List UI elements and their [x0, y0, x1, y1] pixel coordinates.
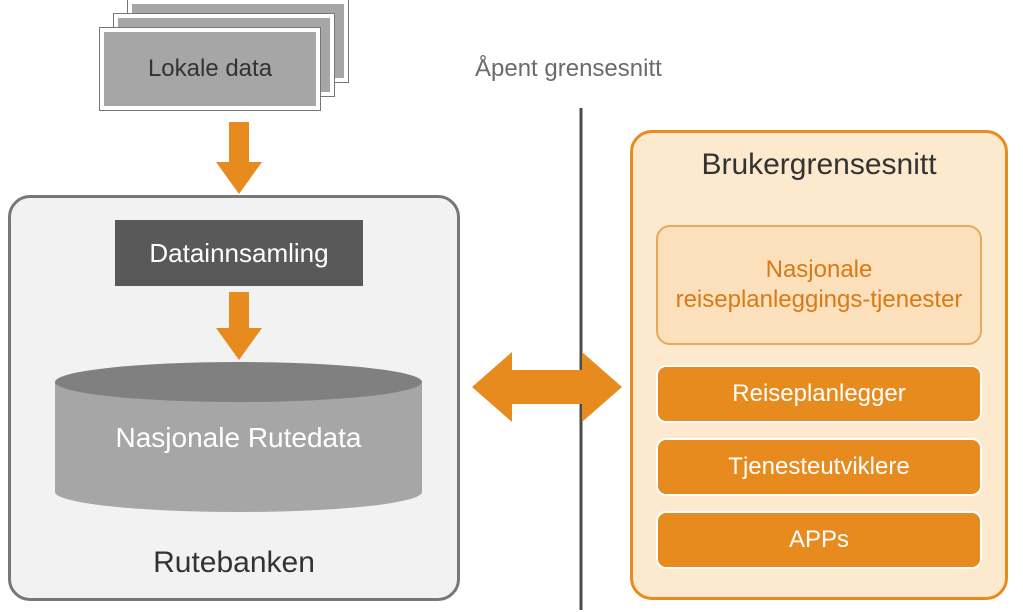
nasjonale-planning-label: Nasjonale reiseplanleggings-tjenester: [666, 255, 972, 315]
orange-item-tjenesteutviklere: Tjenesteutviklere: [656, 438, 982, 496]
lokale-data-label: Lokale data: [148, 55, 272, 83]
nasjonale-rutedata-label: Nasjonale Rutedata: [55, 422, 422, 454]
orange-item-apps: APPs: [656, 511, 982, 569]
brukergrensesnitt-label: Brukergrensesnitt: [630, 148, 1008, 182]
nasjonale-planning-card: Nasjonale reiseplanleggings-tjenester: [656, 225, 982, 345]
lokale-data-card-front: Lokale data: [100, 28, 320, 110]
lokale-data-stack: Lokale data: [100, 0, 360, 130]
double-arrow-icon: [472, 352, 622, 422]
orange-item-label: Tjenesteutviklere: [728, 453, 909, 481]
orange-item-label: APPs: [789, 526, 849, 554]
nasjonale-rutedata-cylinder: Nasjonale Rutedata: [55, 362, 422, 512]
arrow-down-icon: [216, 292, 262, 360]
datainnsamling-box: Datainnsamling: [115, 220, 363, 286]
header-label: Åpent grensesnitt: [475, 55, 662, 83]
arrow-down-icon: [216, 122, 262, 194]
datainnsamling-label: Datainnsamling: [149, 238, 328, 269]
orange-item-label: Reiseplanlegger: [732, 380, 905, 408]
orange-item-reiseplanlegger: Reiseplanlegger: [656, 365, 982, 423]
rutebanken-label: Rutebanken: [8, 546, 460, 580]
